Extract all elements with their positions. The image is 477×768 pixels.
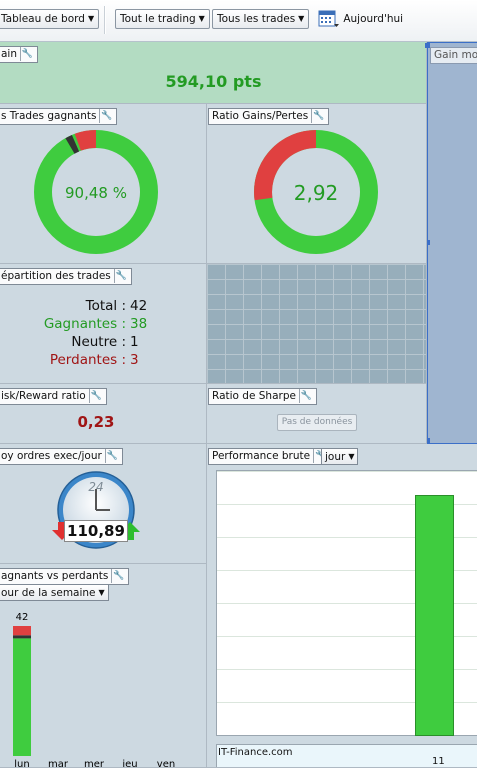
wrench-icon[interactable]: 🔧 bbox=[311, 109, 325, 123]
day-label: mar bbox=[48, 759, 69, 768]
performance-plot bbox=[216, 470, 477, 736]
win-vs-loss-chart: lun mar mer jeu ven 42 bbox=[13, 612, 175, 768]
performance-panel: Performance brute🔧 jour▼ IT-Finance.com … bbox=[207, 444, 477, 768]
watermark: IT-Finance.com bbox=[218, 747, 293, 758]
gain-loss-panel: Ratio Gains/Pertes 🔧 2,92 bbox=[207, 104, 427, 264]
clock-icon bbox=[52, 471, 140, 549]
clock-label: 24 bbox=[88, 480, 104, 494]
wrench-icon[interactable]: 🔧 bbox=[113, 269, 127, 283]
losers-label: Perdantes : bbox=[49, 352, 126, 368]
trading-dropdown[interactable]: Tout le trading ▼ bbox=[115, 9, 210, 29]
win-rate-title: s Trades gagnants 🔧 bbox=[0, 108, 118, 125]
total-value: 42 bbox=[130, 298, 148, 314]
gain-title: ain 🔧 bbox=[0, 46, 39, 63]
empty-slot-grid[interactable] bbox=[207, 264, 427, 384]
chevron-down-icon: ▼ bbox=[298, 14, 305, 23]
period-dropdown[interactable]: jour ▼ bbox=[321, 448, 359, 465]
day-label: ven bbox=[157, 759, 175, 768]
win-rate-panel: s Trades gagnants 🔧 90,48 % bbox=[0, 104, 207, 264]
chevron-down-icon: ▼ bbox=[98, 588, 105, 597]
trades-label: Tous les trades bbox=[217, 13, 296, 25]
day-label: mer bbox=[84, 759, 105, 768]
gain-moyen-title: Gain moy bbox=[430, 47, 477, 64]
trading-label: Tout le trading bbox=[120, 13, 196, 25]
toolbar: Tableau de bord ▼ Tout le trading ▼ Tous l… bbox=[0, 0, 477, 42]
x-tick-label: 11 bbox=[432, 756, 445, 767]
resize-handle[interactable] bbox=[425, 240, 430, 245]
win-rate-donut bbox=[34, 129, 158, 254]
performance-title: Performance brute🔧 bbox=[208, 448, 332, 465]
win-rate-value: 90,48 % bbox=[65, 184, 127, 202]
win-vs-loss-panel: agnants vs perdants 🔧 our de la semaine ▼ … bbox=[0, 564, 207, 768]
repartition-values: 42 38 1 3 bbox=[130, 297, 147, 369]
repartition-panel: épartition des trades 🔧 Total : Gagnantes… bbox=[0, 264, 207, 384]
period-dropdown-label: jour bbox=[325, 451, 346, 463]
sharpe-title: Ratio de Sharpe 🔧 bbox=[208, 388, 317, 405]
neutral-value: 1 bbox=[130, 334, 139, 350]
chevron-down-icon: ▼ bbox=[198, 14, 205, 23]
losers-value: 3 bbox=[130, 352, 139, 368]
calendar-icon bbox=[318, 10, 339, 27]
repartition-title: épartition des trades 🔧 bbox=[0, 268, 132, 285]
sharpe-panel: Ratio de Sharpe 🔧 Pas de données bbox=[207, 384, 427, 444]
gain-loss-donut bbox=[254, 130, 378, 254]
gain-loss-value: 2,92 bbox=[293, 181, 339, 205]
winners-value: 38 bbox=[130, 316, 148, 332]
performance-bar bbox=[415, 495, 454, 736]
risk-reward-title: isk/Reward ratio 🔧 bbox=[0, 388, 107, 405]
win-vs-loss-title: agnants vs perdants 🔧 bbox=[0, 568, 130, 585]
chevron-down-icon: ▼ bbox=[87, 14, 95, 23]
orders-title: oy ordres exec/jour 🔧 bbox=[0, 448, 123, 465]
wrench-icon[interactable]: 🔧 bbox=[88, 389, 102, 403]
day-label: jeu bbox=[121, 759, 137, 768]
orders-panel: oy ordres exec/jour 🔧 24 110,89 bbox=[0, 444, 207, 564]
gain-panel: ain 🔧 594,10 pts bbox=[0, 42, 427, 104]
wrench-icon[interactable]: 🔧 bbox=[111, 569, 125, 583]
dashboard-dropdown[interactable]: Tableau de bord ▼ bbox=[0, 9, 100, 29]
neutral-label: Neutre : bbox=[71, 334, 126, 350]
wrench-icon[interactable]: 🔧 bbox=[298, 389, 313, 403]
weekday-dropdown[interactable]: our de la semaine ▼ bbox=[0, 584, 109, 601]
watermark-strip: IT-Finance.com 11 bbox=[216, 744, 477, 767]
gain-loss-title: Ratio Gains/Pertes 🔧 bbox=[208, 108, 330, 125]
wrench-icon[interactable]: 🔧 bbox=[104, 449, 118, 463]
wrench-icon[interactable]: 🔧 bbox=[99, 109, 113, 123]
trades-dropdown[interactable]: Tous les trades ▼ bbox=[212, 9, 310, 29]
risk-reward-panel: isk/Reward ratio 🔧 0,23 bbox=[0, 384, 207, 444]
today-button[interactable]: Aujourd'hui bbox=[318, 8, 403, 30]
no-data-button[interactable]: Pas de données bbox=[277, 414, 357, 431]
risk-reward-value: 0,23 bbox=[77, 413, 115, 431]
red-bar bbox=[13, 626, 31, 636]
gain-moyen-panel[interactable]: Gain moy bbox=[425, 42, 477, 444]
weekday-dropdown-label: our de la semaine bbox=[1, 587, 96, 599]
resize-handle[interactable] bbox=[425, 438, 430, 443]
winners-label: Gagnantes : bbox=[43, 316, 126, 332]
chevron-down-icon: ▼ bbox=[348, 452, 355, 461]
toolbar-divider bbox=[104, 6, 106, 34]
orders-value: 110,89 bbox=[64, 520, 128, 542]
wrench-icon[interactable]: 🔧 bbox=[20, 47, 34, 61]
resize-handle[interactable] bbox=[425, 43, 430, 48]
day-label: lun bbox=[14, 759, 29, 768]
wrench-icon[interactable]: 🔧 bbox=[313, 449, 327, 463]
today-label: Aujourd'hui bbox=[343, 13, 404, 25]
dashboard-label: Tableau de bord bbox=[1, 13, 85, 25]
neutral-bar bbox=[13, 635, 31, 639]
green-bar bbox=[13, 638, 31, 756]
bar-total-label: 42 bbox=[16, 612, 29, 623]
total-label: Total : bbox=[85, 298, 126, 314]
repartition-labels: Total : Gagnantes : Neutre : Perdantes : bbox=[0, 297, 126, 369]
gain-value: 594,10 pts bbox=[165, 72, 262, 91]
